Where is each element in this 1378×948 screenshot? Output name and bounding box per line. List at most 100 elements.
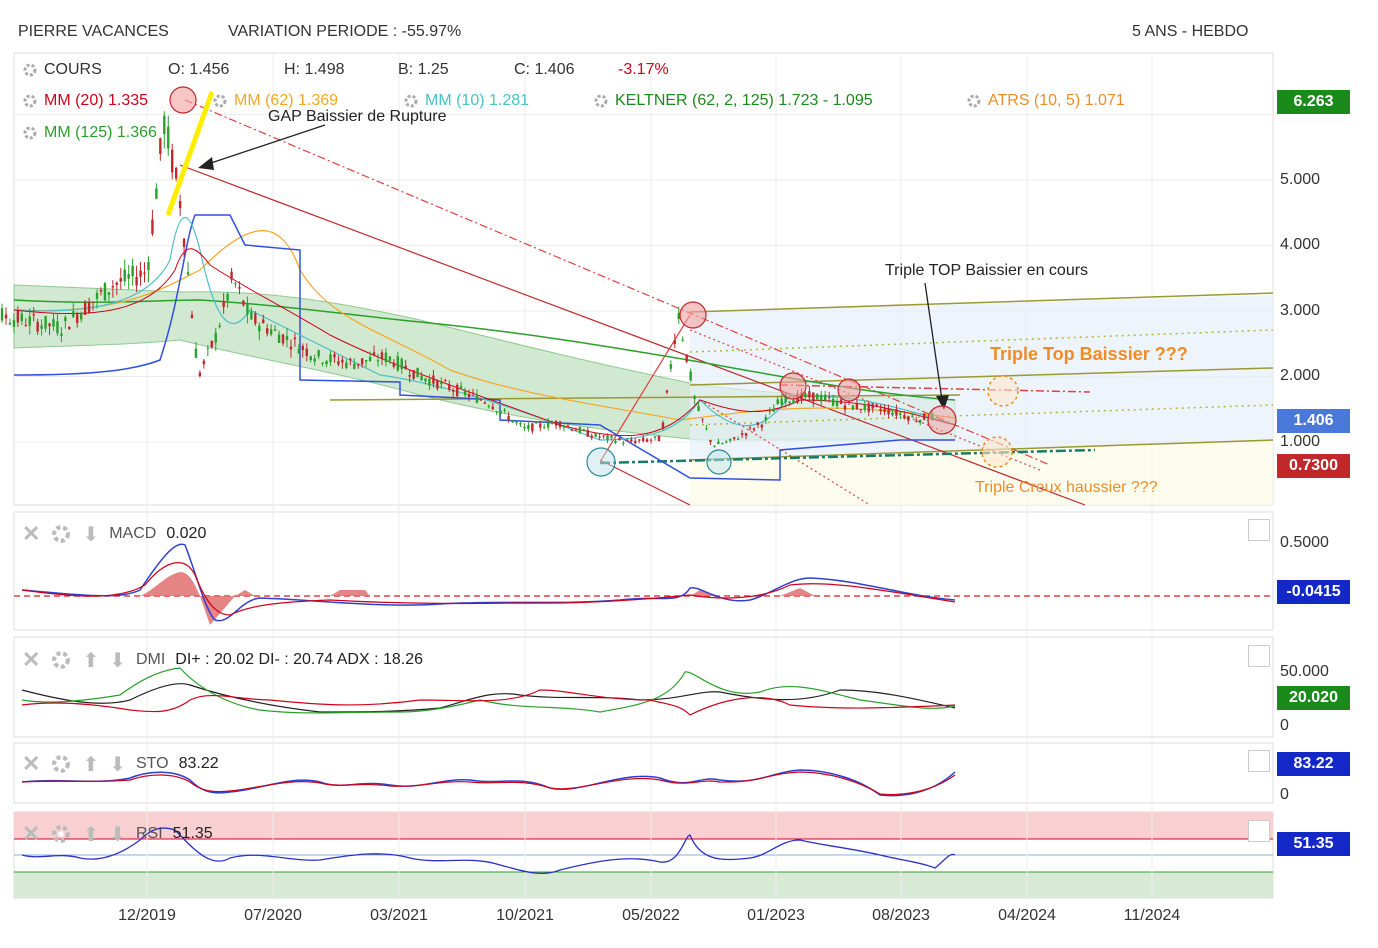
rsi-overbought-zone [14, 812, 1273, 839]
candle-body [725, 441, 728, 443]
candle-body [289, 346, 293, 350]
candle-body [119, 278, 122, 282]
candle-body [151, 219, 154, 234]
arrow-up-icon[interactable]: ⬆ [82, 649, 100, 672]
arrow-down-icon[interactable]: ⬇ [109, 753, 126, 776]
candle-body [899, 413, 902, 415]
candle-body [582, 429, 585, 431]
candle-body [701, 418, 704, 420]
candle-body [495, 411, 498, 413]
gear-icon[interactable] [50, 823, 72, 845]
candle-body [523, 426, 526, 429]
close-icon[interactable]: ✕ [22, 821, 41, 846]
vertical-grid [146, 53, 1153, 898]
gear-icon[interactable] [212, 93, 228, 109]
candle-body [337, 361, 340, 365]
candle-body [507, 415, 510, 421]
close-icon[interactable]: ✕ [22, 751, 41, 776]
candle-body [709, 440, 712, 443]
gear-icon[interactable] [50, 649, 72, 671]
gear-icon[interactable] [50, 523, 72, 545]
candle-body [416, 367, 419, 378]
top-circle-gap [169, 86, 197, 114]
candle-body [717, 441, 720, 445]
atrs-label: ATRS (10, 5) 1.071 [988, 92, 1125, 109]
macd-signal-line [21, 562, 956, 616]
mm62-line [13, 230, 956, 421]
max-price-badge: 6.263 [1277, 90, 1350, 114]
mm62-label: MM (62) 1.369 [234, 92, 339, 109]
candle-body [285, 335, 289, 340]
triple-top-arrow-line [924, 282, 943, 401]
sto-checkbox[interactable] [1248, 750, 1270, 772]
gear-icon[interactable] [593, 93, 609, 109]
candle-body [305, 348, 308, 356]
candle-body [72, 311, 75, 317]
candle-body [206, 348, 210, 350]
candle-body [863, 404, 866, 410]
arrow-up-icon[interactable]: ⬆ [82, 753, 100, 776]
dmi-checkbox[interactable] [1248, 645, 1270, 667]
candle-body [345, 362, 348, 368]
candle-body [760, 424, 764, 428]
candle-body [111, 286, 115, 288]
candle-body [788, 401, 791, 404]
candle-body [653, 436, 657, 438]
candle-body [95, 292, 99, 299]
candle-body [487, 405, 491, 407]
mm125-legend: MM (125) 1.366 [22, 124, 157, 142]
dmi-minus-line [21, 689, 956, 716]
candle-body [835, 401, 839, 407]
candle-body [681, 339, 684, 341]
x-tick: 01/2023 [747, 907, 805, 924]
candle-body [281, 334, 285, 344]
x-tick: 11/2024 [1123, 907, 1181, 924]
close-icon[interactable]: ✕ [22, 647, 41, 672]
period-selector[interactable]: 5 ANS - HEBDO [1132, 23, 1249, 40]
candle-body [519, 423, 522, 425]
candle-body [79, 313, 83, 320]
candle-body [922, 413, 926, 420]
red-trend-dashdot [184, 99, 1051, 466]
candle-body [539, 423, 542, 428]
candle-body [618, 438, 621, 441]
red-trend-dotted-2 [699, 399, 871, 506]
gear-icon[interactable] [22, 62, 38, 78]
gear-icon[interactable] [966, 93, 982, 109]
sto-label: STO [135, 755, 169, 772]
price-tick: 3.000 [1280, 302, 1321, 319]
arrow-up-icon[interactable]: ⬆ [82, 823, 100, 846]
candle-body [808, 391, 811, 398]
candle-body [380, 352, 384, 360]
arrow-down-icon[interactable]: ⬇ [109, 823, 126, 846]
candle-body [598, 436, 601, 438]
candle-body [396, 356, 399, 371]
close-icon[interactable]: ✕ [22, 521, 41, 546]
macd-panel-frame [13, 511, 1274, 631]
candle-body [174, 167, 178, 179]
gear-icon[interactable] [403, 93, 419, 109]
candle-body [28, 316, 31, 326]
rsi-checkbox[interactable] [1248, 820, 1270, 842]
candle-body [867, 403, 870, 412]
candle-body [277, 334, 281, 343]
arrow-down-icon[interactable]: ⬇ [82, 523, 100, 546]
candle-body [713, 445, 716, 447]
candle-body [594, 433, 597, 437]
candle-body [265, 328, 269, 334]
candle-body [218, 325, 221, 328]
gear-icon[interactable] [50, 753, 72, 775]
candle-body [546, 421, 550, 428]
candle-body [400, 358, 403, 370]
dotted-mid-2 [689, 404, 1274, 426]
candle-body [697, 406, 700, 411]
gear-icon[interactable] [22, 93, 38, 109]
gear-icon[interactable] [22, 125, 38, 141]
candle-body [566, 425, 570, 427]
mm20-legend: MM (20) 1.335 [22, 92, 148, 110]
candle-body [831, 398, 835, 406]
macd-checkbox[interactable] [1248, 519, 1270, 541]
candle-body [705, 428, 708, 430]
arrow-down-icon[interactable]: ⬇ [109, 649, 126, 672]
red-resistance-dashdot [779, 384, 1091, 393]
